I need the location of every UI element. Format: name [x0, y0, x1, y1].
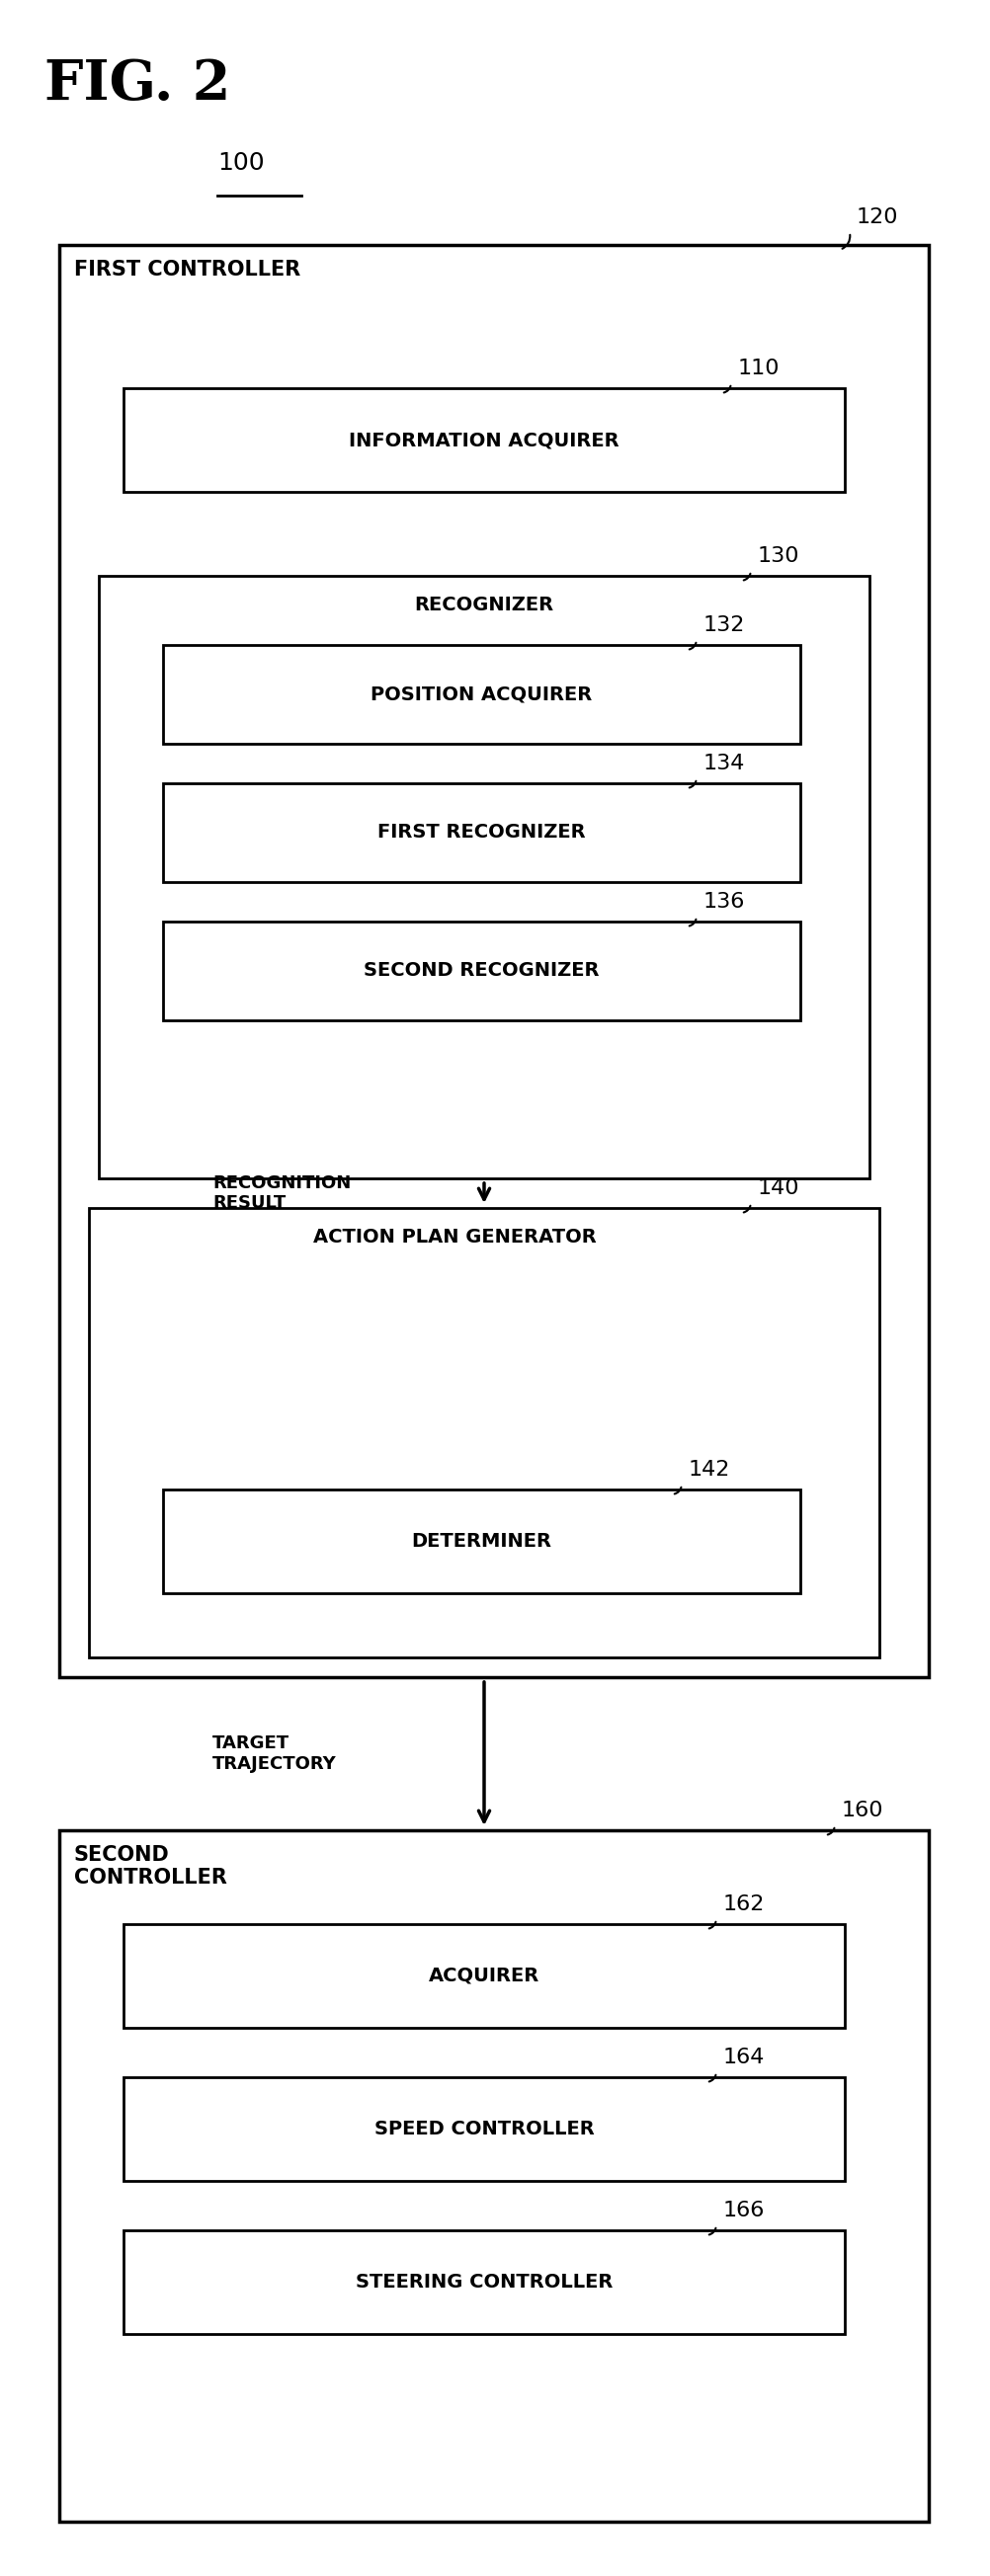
Text: 162: 162 [724, 1893, 765, 1914]
Text: FIRST RECOGNIZER: FIRST RECOGNIZER [377, 824, 586, 842]
Bar [124, 2076, 844, 2182]
Text: 134: 134 [704, 755, 745, 773]
Text: 164: 164 [724, 2048, 765, 2069]
Text: RECOGNIZER: RECOGNIZER [415, 595, 553, 613]
Text: POSITION ACQUIRER: POSITION ACQUIRER [371, 685, 592, 703]
Text: FIRST CONTROLLER: FIRST CONTROLLER [74, 260, 301, 281]
Text: SECOND RECOGNIZER: SECOND RECOGNIZER [364, 961, 600, 981]
Bar [163, 783, 800, 881]
Bar [124, 389, 844, 492]
Bar [163, 922, 800, 1020]
Text: 140: 140 [757, 1177, 800, 1198]
Text: FIG. 2: FIG. 2 [45, 57, 231, 111]
Text: 132: 132 [704, 616, 745, 636]
Text: 136: 136 [704, 891, 745, 912]
Bar [59, 245, 929, 1677]
Text: SPEED CONTROLLER: SPEED CONTROLLER [374, 2120, 594, 2138]
Text: 166: 166 [724, 2200, 765, 2221]
Bar [124, 1924, 844, 2027]
Bar [99, 577, 869, 1177]
Text: ACQUIRER: ACQUIRER [429, 1965, 540, 1986]
Text: INFORMATION ACQUIRER: INFORMATION ACQUIRER [348, 430, 620, 448]
Text: STEERING CONTROLLER: STEERING CONTROLLER [355, 2272, 613, 2293]
Text: RECOGNITION
RESULT: RECOGNITION RESULT [213, 1175, 351, 1213]
Bar [124, 2231, 844, 2334]
Text: SECOND
CONTROLLER: SECOND CONTROLLER [74, 1844, 227, 1888]
Text: TARGET
TRAJECTORY: TARGET TRAJECTORY [213, 1734, 337, 1772]
Bar [59, 1832, 929, 2522]
Text: 160: 160 [842, 1801, 884, 1821]
Text: 130: 130 [757, 546, 800, 567]
Text: ACTION PLAN GENERATOR: ACTION PLAN GENERATOR [313, 1229, 596, 1247]
Text: 120: 120 [856, 209, 899, 227]
Text: 142: 142 [689, 1461, 731, 1479]
Bar [163, 1489, 800, 1592]
Bar [163, 644, 800, 744]
Text: DETERMINER: DETERMINER [412, 1533, 551, 1551]
Bar [89, 1208, 879, 1656]
Text: 110: 110 [739, 358, 780, 379]
Text: 100: 100 [218, 152, 264, 175]
